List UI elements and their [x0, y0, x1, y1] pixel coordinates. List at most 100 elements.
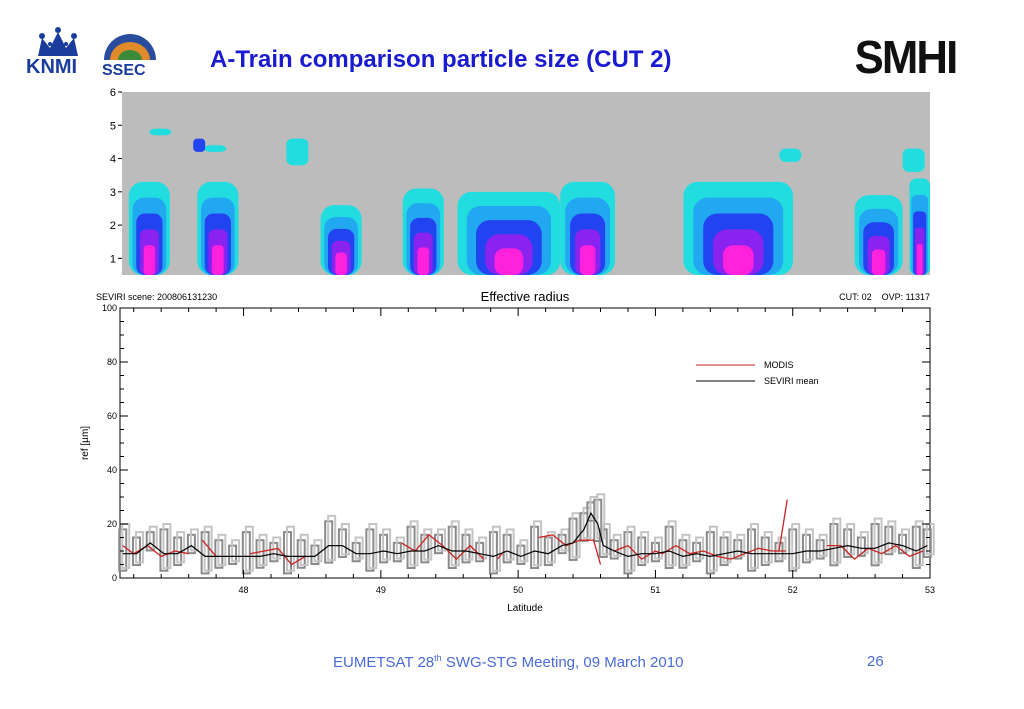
seviri-range-box: [832, 517, 842, 564]
y-tick-label: 80: [107, 357, 117, 367]
x-tick-label: 51: [650, 585, 660, 595]
seviri-range-box: [176, 531, 186, 564]
seviri-range-box: [901, 528, 911, 552]
seviri-range-box: [777, 536, 787, 560]
x-tick-label: 53: [925, 585, 935, 595]
heatmap-cell: [149, 128, 172, 136]
seviri-range-box: [626, 525, 636, 572]
seviri-range-box: [722, 531, 732, 564]
seviri-range-box: [873, 517, 883, 564]
seviri-range-box: [601, 523, 611, 556]
seviri-range-box: [340, 523, 350, 556]
axes: 0 20 40 60 80 100 48 49 50 51 52 53: [102, 303, 935, 595]
seviri-range-box: [217, 533, 227, 567]
seviri-range-box: [667, 520, 677, 567]
seviri-range-box: [189, 528, 199, 552]
heatmap-blobs: [128, 128, 930, 275]
seviri-range-box: [450, 520, 460, 567]
seviri-range-box: [491, 525, 501, 572]
seviri-range-box: [750, 523, 760, 570]
y-tick-label: 100: [102, 303, 117, 313]
ssec-globe-icon: [104, 34, 156, 60]
seviri-range-box: [653, 536, 663, 560]
seviri-range-box: [464, 528, 474, 561]
seviri-range-box: [695, 536, 705, 560]
x-axis-label: Latitude: [507, 603, 543, 614]
heatmap-cell: [779, 148, 802, 162]
seviri-range-box: [791, 523, 801, 570]
plot-frame: [119, 307, 931, 579]
seviri-range-box: [409, 520, 419, 567]
heatmap-cell: [335, 252, 347, 275]
seviri-range-box: [382, 528, 392, 561]
seviri-range-box: [505, 528, 515, 561]
x-tick-label: 48: [239, 585, 249, 595]
seviri-range-box: [596, 493, 606, 540]
heatmap-panel: 1 2 3 4 5 6: [110, 87, 930, 275]
y-tick-label: 40: [107, 465, 117, 475]
modis-series-line: [613, 544, 786, 560]
chart-header-right: CUT: 02 OVP: 11317: [839, 292, 930, 302]
seviri-range-box: [640, 531, 650, 564]
seviri-range-box: [299, 533, 309, 567]
legend-label-modis: MODIS: [764, 360, 794, 370]
heatmap-cell: [212, 245, 224, 275]
seviri-range-box: [162, 523, 172, 570]
modis-series-line: [201, 539, 217, 557]
y-tick-label: 60: [107, 411, 117, 421]
heatmap-cell: [494, 248, 524, 275]
heatmap-cell: [193, 138, 206, 152]
line-chart: SEVIRI scene: 200806131230 Effective rad…: [80, 289, 935, 614]
modis-series-line: [250, 547, 306, 566]
smhi-logo: SMHI: [854, 31, 959, 83]
x-tick-label: 52: [788, 585, 798, 595]
heatmap-cell: [143, 245, 156, 275]
heatmap-cell: [204, 145, 227, 152]
legend-label-seviri: SEVIRI mean: [764, 376, 819, 386]
seviri-range-box: [519, 539, 529, 563]
x-tick-label: 49: [376, 585, 386, 595]
footer-sup: th: [434, 653, 442, 663]
seviri-range-box: [612, 533, 622, 557]
seviri-range-box: [354, 536, 364, 560]
seviri-range-box: [148, 525, 158, 549]
ssec-logo-text: SSEC: [102, 62, 146, 79]
legend: MODIS SEVIRI mean: [696, 360, 819, 386]
heatmap-y-tick-label: 1: [110, 253, 116, 265]
heatmap-y-tick-label: 4: [110, 154, 116, 166]
heatmap-y-tick-label: 2: [110, 220, 116, 232]
knmi-logo-text: KNMI: [26, 56, 78, 78]
seviri-range-box: [285, 525, 295, 572]
seviri-range-box: [368, 523, 378, 570]
seviri-range-box: [887, 520, 897, 553]
knmi-crown-icon: [38, 27, 78, 56]
seviri-range-box: [327, 514, 337, 561]
chart-title: Effective radius: [481, 289, 570, 304]
heatmap-cell: [579, 245, 596, 275]
seviri-range-box: [708, 525, 718, 572]
seviri-range-box: [859, 531, 869, 555]
seviri-range-boxes: [118, 493, 935, 575]
heatmap-y-tick-label: 5: [110, 120, 116, 132]
footer-suffix: SWG-STG Meeting, 09 March 2010: [441, 654, 684, 671]
heatmap-cell: [722, 245, 754, 275]
seviri-range-box: [244, 525, 254, 572]
seviri-range-box: [533, 520, 543, 567]
page-number: 26: [867, 653, 884, 670]
ssec-logo: SSEC: [100, 28, 160, 80]
y-axis-label: ref [µm]: [80, 426, 91, 460]
seviri-range-box: [546, 531, 556, 564]
seviri-range-box: [272, 536, 282, 560]
knmi-logo: KNMI: [22, 22, 94, 80]
y-tick-label: 0: [112, 573, 117, 583]
modis-series-line: [778, 499, 788, 552]
footer-text: EUMETSAT 28th SWG-STG Meeting, 09 March …: [333, 653, 683, 671]
seviri-range-box: [846, 523, 856, 556]
heatmap-y-tick-label: 6: [110, 87, 116, 99]
seviri-range-box: [763, 531, 773, 564]
series-lines: [122, 499, 928, 566]
modis-series-line: [827, 544, 924, 560]
heatmap-cell: [871, 249, 886, 275]
seviri-range-box: [203, 525, 213, 572]
slide-title: A-Train comparison particle size (CUT 2): [210, 46, 672, 73]
